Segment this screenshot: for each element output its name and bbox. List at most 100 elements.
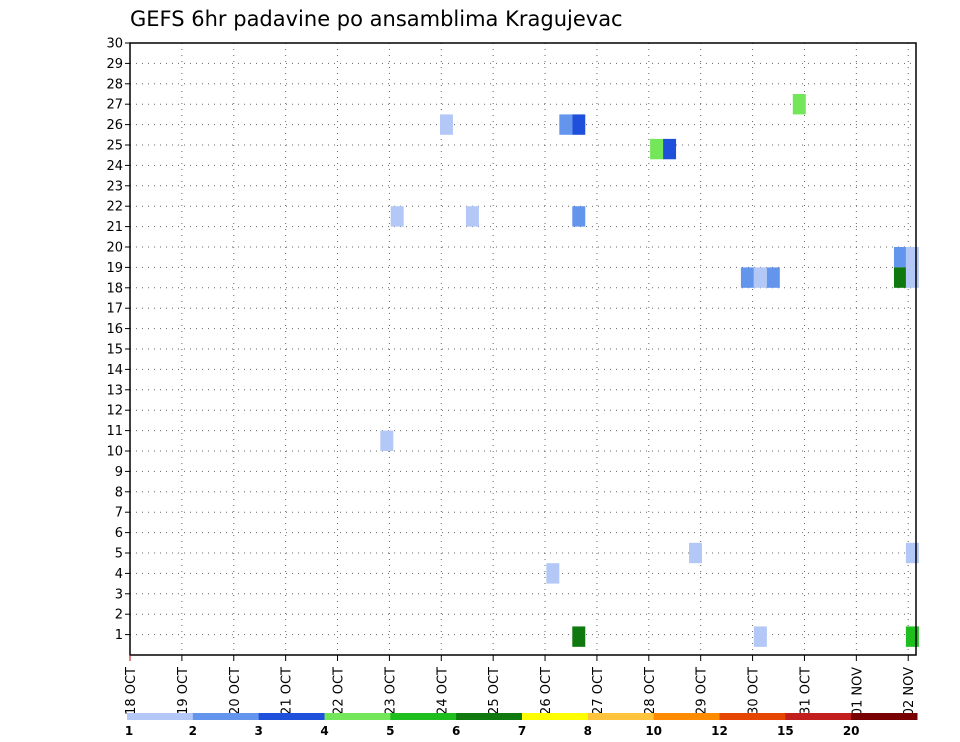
y-tick-label: 21 bbox=[106, 220, 123, 235]
y-tick-label: 8 bbox=[115, 485, 123, 500]
x-tick-label: 01 NOV bbox=[850, 667, 865, 716]
x-tick-label: 23 OCT bbox=[383, 667, 398, 715]
data-cells bbox=[380, 94, 919, 647]
y-tick-label: 13 bbox=[106, 383, 123, 398]
data-cell bbox=[893, 247, 907, 268]
data-cell bbox=[753, 626, 767, 647]
colorbar-segment bbox=[785, 713, 852, 720]
colorbar-segment bbox=[719, 713, 786, 720]
colorbar-label: 6 bbox=[452, 724, 460, 738]
colorbar-label: 1 bbox=[125, 724, 133, 738]
data-cell bbox=[893, 267, 907, 288]
data-cell bbox=[905, 247, 919, 268]
y-tick-label: 28 bbox=[106, 77, 123, 92]
x-tick-label: 22 OCT bbox=[332, 667, 347, 715]
colorbar-segment bbox=[192, 713, 260, 720]
y-tick-label: 2 bbox=[115, 608, 123, 623]
y-axis: 1234567891011121314151617181920212223242… bbox=[106, 37, 130, 643]
y-tick-label: 1 bbox=[115, 628, 123, 643]
y-tick-label: 26 bbox=[106, 118, 123, 133]
y-tick-label: 23 bbox=[106, 179, 123, 194]
y-tick-label: 10 bbox=[106, 445, 123, 460]
y-tick-label: 11 bbox=[106, 424, 123, 439]
x-tick-label: 26 OCT bbox=[539, 667, 554, 715]
colorbar-label: 10 bbox=[645, 724, 662, 738]
colorbar-label: 20 bbox=[843, 724, 860, 738]
colorbar-label: 3 bbox=[254, 724, 262, 738]
colorbar-segment bbox=[456, 713, 523, 720]
x-tick-label: 29 OCT bbox=[695, 667, 710, 715]
x-tick-label: 31 OCT bbox=[798, 667, 813, 715]
colorbar-label: 4 bbox=[320, 724, 328, 738]
data-cell bbox=[650, 138, 664, 160]
x-tick-label: 27 OCT bbox=[591, 667, 606, 715]
x-tick-label: 24 OCT bbox=[435, 667, 450, 715]
colorbar-segment bbox=[127, 713, 194, 720]
y-tick-label: 9 bbox=[115, 465, 123, 480]
x-tick-label: 18 OCT bbox=[124, 667, 139, 715]
x-tick-label: 30 OCT bbox=[747, 667, 762, 715]
data-cell bbox=[380, 430, 394, 451]
x-axis: 18 OCT 19 OCT 20 OCT 21 OCT 22 OCT 23 OCT 24 O… bbox=[124, 655, 917, 716]
x-tick-label: 25 OCT bbox=[487, 667, 502, 715]
data-cell bbox=[572, 206, 586, 227]
y-tick-label: 20 bbox=[106, 241, 123, 256]
y-tick-label: 24 bbox=[106, 159, 123, 174]
colorbar-label: 8 bbox=[584, 724, 592, 738]
colorbar-segment bbox=[587, 713, 655, 720]
data-cell bbox=[905, 542, 919, 564]
x-tick-label: 21 OCT bbox=[280, 667, 295, 715]
data-cell bbox=[905, 267, 919, 288]
colorbar: 1 2 3 4 5 6 7 8 10 12 15 20 bbox=[125, 713, 918, 738]
y-tick-label: 14 bbox=[106, 363, 123, 378]
x-tick-label: 20 OCT bbox=[228, 667, 243, 715]
colorbar-label: 12 bbox=[711, 724, 728, 738]
colorbar-segment bbox=[258, 713, 325, 720]
data-cell bbox=[663, 138, 677, 160]
y-tick-label: 6 bbox=[115, 526, 123, 541]
y-tick-label: 5 bbox=[115, 547, 123, 562]
y-tick-label: 19 bbox=[106, 261, 123, 276]
data-cell bbox=[689, 542, 702, 564]
y-tick-label: 27 bbox=[106, 98, 123, 113]
y-tick-label: 18 bbox=[106, 281, 123, 296]
data-cell bbox=[546, 563, 560, 584]
gridlines bbox=[130, 42, 916, 655]
y-tick-label: 22 bbox=[106, 200, 123, 215]
chart-title: GEFS 6hr padavine po ansamblima Kragujev… bbox=[130, 7, 623, 31]
data-cell bbox=[792, 94, 806, 115]
colorbar-segment bbox=[653, 713, 720, 720]
colorbar-label: 15 bbox=[777, 724, 794, 738]
y-tick-label: 12 bbox=[106, 404, 123, 419]
y-tick-label: 30 bbox=[106, 37, 123, 52]
x-tick-label: 02 NOV bbox=[902, 667, 917, 716]
colorbar-segment bbox=[324, 713, 391, 720]
y-tick-label: 25 bbox=[106, 139, 123, 154]
y-tick-label: 4 bbox=[115, 567, 123, 582]
data-cell bbox=[559, 114, 573, 135]
data-cell bbox=[572, 626, 586, 647]
colorbar-segment bbox=[390, 713, 457, 720]
plot-frame bbox=[129, 42, 917, 656]
colorbar-segment bbox=[851, 713, 918, 720]
x-tick-label: 28 OCT bbox=[643, 667, 658, 715]
colorbar-segment bbox=[522, 713, 589, 720]
y-tick-label: 17 bbox=[106, 302, 123, 317]
colorbar-label: 7 bbox=[518, 724, 526, 738]
data-cell bbox=[766, 267, 780, 288]
y-tick-label: 7 bbox=[115, 506, 123, 521]
colorbar-label: 2 bbox=[189, 724, 197, 738]
data-cell bbox=[572, 114, 586, 135]
data-cell bbox=[439, 114, 453, 135]
data-cell bbox=[905, 626, 919, 647]
data-cell bbox=[465, 206, 479, 227]
colorbar-label: 5 bbox=[386, 724, 394, 738]
data-cell bbox=[740, 267, 754, 288]
data-cell bbox=[753, 267, 767, 288]
y-tick-label: 29 bbox=[106, 57, 123, 72]
y-tick-label: 15 bbox=[106, 343, 123, 358]
data-cell bbox=[390, 206, 404, 227]
x-tick-label: 19 OCT bbox=[176, 667, 191, 715]
y-tick-label: 16 bbox=[106, 322, 123, 337]
y-tick-label: 3 bbox=[115, 587, 123, 602]
